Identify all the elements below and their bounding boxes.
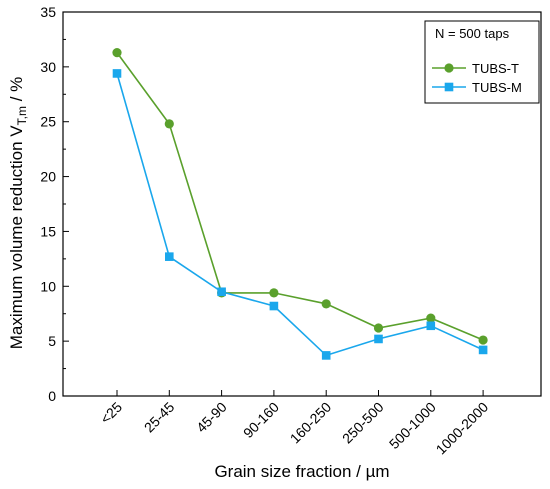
x-tick-label: 250-500 — [339, 399, 387, 447]
legend-marker — [444, 82, 454, 92]
data-point — [164, 119, 174, 129]
x-tick-label: 1000-2000 — [433, 399, 492, 458]
data-point — [321, 351, 331, 360]
y-tick-label: 10 — [40, 278, 56, 294]
x-tick-label: 160-250 — [287, 399, 335, 447]
y-tick-label: 15 — [40, 223, 56, 239]
y-axis-title-sub: T,m — [15, 106, 29, 125]
x-tick-label: 500-1000 — [386, 399, 439, 452]
data-point — [165, 252, 174, 261]
data-point — [269, 288, 279, 298]
y-tick-label: 35 — [40, 4, 56, 20]
y-tick-label: 25 — [40, 114, 56, 130]
data-point — [426, 321, 436, 331]
x-tick-label: 25-45 — [141, 399, 178, 436]
data-point — [374, 334, 383, 344]
y-axis-title-main: Maximum volume reduction V — [7, 125, 26, 350]
data-point — [426, 313, 436, 323]
data-point — [321, 299, 331, 309]
x-tick-label: 45-90 — [193, 399, 230, 436]
series-line — [116, 52, 484, 341]
series-line — [116, 73, 484, 357]
y-axis-title: Maximum volume reduction VT,m / % — [7, 77, 29, 350]
data-point — [478, 335, 488, 345]
x-tick-label: <25 — [97, 399, 125, 427]
legend-label: TUBS-T — [472, 61, 519, 76]
data-point — [112, 47, 122, 58]
data-point — [217, 287, 226, 297]
legend-label: TUBS-M — [472, 80, 522, 95]
data-point — [373, 323, 384, 333]
legend-marker — [444, 63, 454, 73]
data-point — [478, 345, 488, 355]
y-tick-label: 0 — [48, 388, 56, 404]
x-axis-title: Grain size fraction / µm — [214, 462, 389, 481]
data-point — [112, 69, 122, 78]
annotation-text: N = 500 taps — [435, 26, 510, 41]
y-axis-title-unit: / % — [7, 77, 26, 106]
y-tick-label: 20 — [40, 169, 56, 185]
y-tick-label: 5 — [48, 333, 56, 349]
legend-box — [424, 20, 540, 104]
data-point — [269, 301, 279, 311]
y-tick-label: 30 — [40, 59, 56, 75]
x-tick-label: 90-160 — [240, 399, 282, 441]
